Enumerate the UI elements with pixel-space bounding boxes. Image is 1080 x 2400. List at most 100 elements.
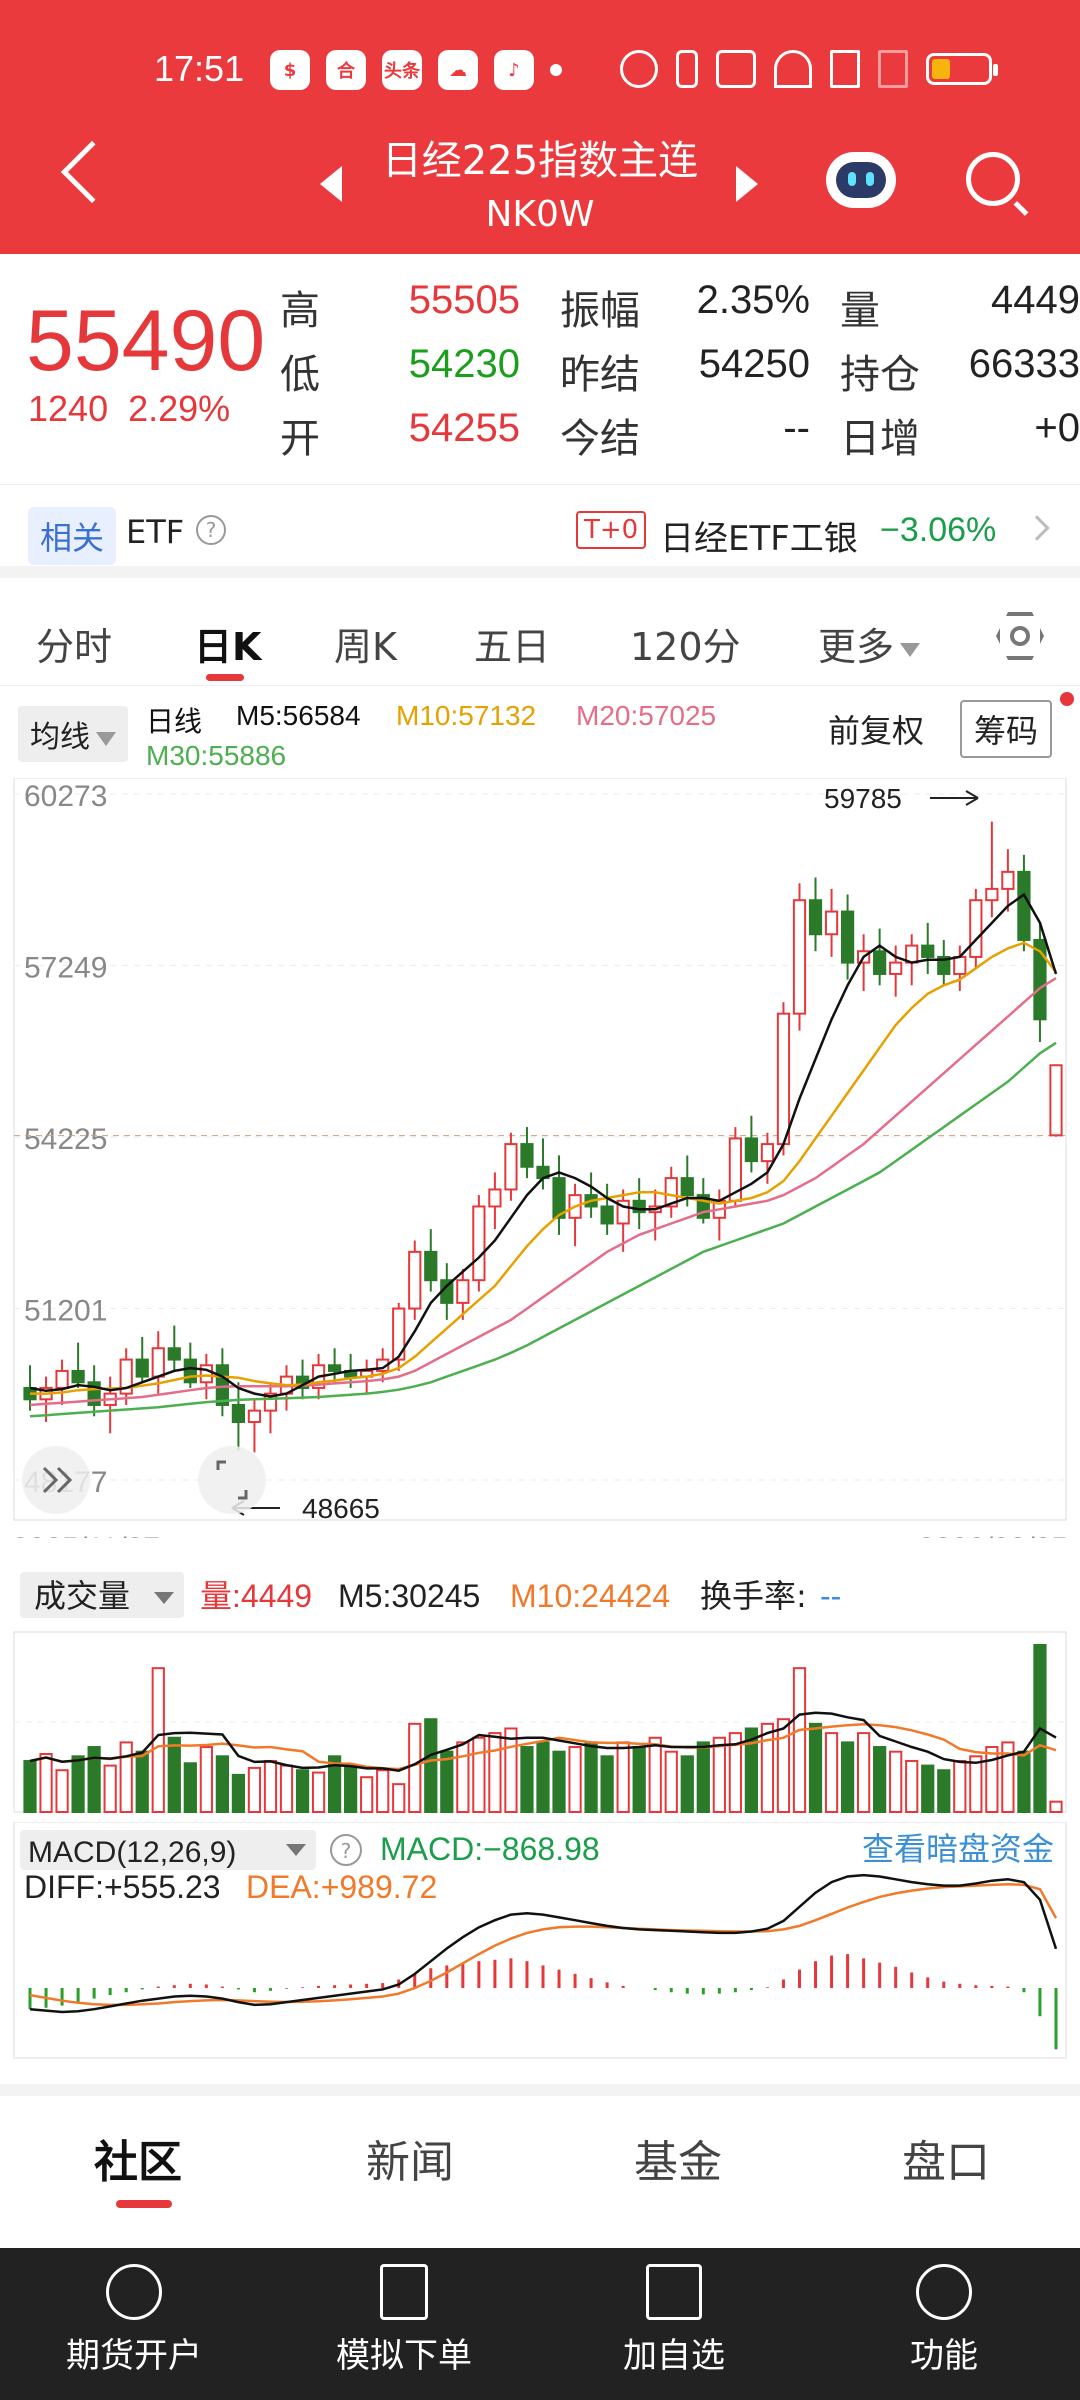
- volume-bar: [616, 1741, 630, 1813]
- tab-news[interactable]: 新闻: [366, 2137, 454, 2188]
- quote-label: 日增: [840, 416, 920, 462]
- volume-bar: [472, 1736, 486, 1813]
- chips-button[interactable]: 筹码: [960, 700, 1053, 758]
- candle: [600, 1205, 614, 1225]
- bluetooth-icon: [676, 50, 698, 88]
- volume-bar: [776, 1718, 791, 1813]
- volume-m5-line: [29, 1711, 1057, 1772]
- tab-120min[interactable]: 120分: [630, 625, 741, 669]
- settings-icon[interactable]: [996, 612, 1044, 660]
- volume-bar: [808, 1722, 823, 1813]
- tab-five-day[interactable]: 五日: [474, 625, 551, 669]
- ma-selector[interactable]: 均线: [18, 706, 128, 762]
- candle: [215, 1364, 229, 1406]
- help-icon: [330, 1834, 362, 1866]
- volume-m5: M5:30245: [338, 1578, 480, 1614]
- quote-value: 54230: [408, 342, 520, 386]
- adjust-mode[interactable]: 前复权: [828, 712, 925, 750]
- bottom-toolbar: 期货开户 模拟下单 加自选 功能: [0, 2248, 1080, 2400]
- m10-value: M10:57132: [396, 700, 537, 731]
- back-icon[interactable]: [60, 140, 124, 204]
- volume-bar: [167, 1736, 181, 1813]
- volume-bar: [520, 1746, 534, 1813]
- help-icon[interactable]: ?: [196, 515, 226, 545]
- tab-orderbook[interactable]: 盘口: [902, 2137, 990, 2188]
- quote-label: 低: [280, 352, 320, 398]
- tab-more-label: 更多: [818, 625, 895, 669]
- search-icon[interactable]: [966, 152, 1020, 206]
- content-tabs: 社区 新闻 基金 盘口: [0, 2084, 1080, 2208]
- volume-bar: [135, 1750, 149, 1813]
- turnover-value: --: [820, 1578, 841, 1614]
- volume-bar: [199, 1746, 213, 1813]
- high-price-label: 59785: [824, 783, 902, 814]
- double-chevron-icon: [42, 1466, 73, 1494]
- functions-button[interactable]: 功能: [844, 2264, 1044, 2377]
- last-price: 55490: [26, 293, 266, 389]
- volume-bar: [600, 1755, 614, 1814]
- chart-frame: [13, 778, 1067, 1521]
- quote-value: 4449: [991, 278, 1080, 322]
- m5-value: M5:56584: [236, 700, 361, 731]
- status-app-icons: $ 合 头条 ☁ ♪: [270, 50, 562, 90]
- turnover-label: 换手率:: [700, 1577, 807, 1615]
- diff-line: [29, 1873, 1058, 2014]
- related-etf-row[interactable]: 相关 ETF ? T+0 日经ETF工银 −3.06%: [0, 484, 1080, 578]
- volume-bar: [311, 1771, 326, 1813]
- candle: [921, 944, 935, 958]
- open-account-button[interactable]: 期货开户: [34, 2264, 234, 2377]
- add-watchlist-button[interactable]: 加自选: [574, 2264, 774, 2377]
- tab-funds[interactable]: 基金: [634, 2137, 722, 2188]
- candle: [760, 1143, 775, 1163]
- signal-2-icon: [878, 50, 908, 88]
- volume-bar: [728, 1732, 742, 1813]
- tab-intraday[interactable]: 分时: [36, 625, 113, 669]
- dea-value: DEA:+989.72: [246, 1869, 437, 1905]
- candle: [263, 1392, 278, 1412]
- plus-icon: [646, 2264, 702, 2320]
- prev-contract-icon[interactable]: [320, 166, 342, 202]
- tab-weekly-k[interactable]: 周K: [334, 625, 397, 669]
- robot-assistant-icon[interactable]: [826, 152, 896, 208]
- candlestick-chart[interactable]: 602735724954225512014817759785486652025/…: [0, 778, 1080, 1538]
- candle: [1017, 870, 1031, 941]
- notification-dot: [1060, 692, 1074, 706]
- menu-icon: [916, 2264, 972, 2320]
- quote-value: 54250: [698, 342, 810, 386]
- change-percent: 2.29%: [128, 388, 231, 429]
- simulated-order-button[interactable]: 模拟下单: [304, 2264, 504, 2377]
- dark-pool-link[interactable]: 查看暗盘资金: [862, 1830, 1054, 1868]
- candle: [119, 1358, 133, 1395]
- quote-value: 2.35%: [696, 278, 810, 322]
- active-tab-indicator: [116, 2200, 172, 2208]
- functions-label: 功能: [910, 2336, 978, 2376]
- quote-label: 今结: [560, 416, 640, 462]
- next-contract-icon[interactable]: [736, 166, 758, 202]
- volume-bar: [344, 1764, 358, 1814]
- volume-bar: [119, 1741, 133, 1813]
- macd-chart[interactable]: MACD(12,26,9)? MACD:−868.98 查看暗盘资金 DIFF:+55…: [0, 1822, 1080, 2062]
- candle: [696, 1194, 710, 1219]
- related-tag: 相关: [28, 507, 117, 565]
- volume-bar: [696, 1741, 710, 1813]
- alarm-icon: [620, 50, 658, 88]
- tab-more[interactable]: 更多: [818, 616, 921, 671]
- volume-chart[interactable]: 成交量 量:4449 M5:30245 M10:24424 换手率: --: [0, 1562, 1080, 1822]
- volume-bar: [488, 1732, 502, 1813]
- candle: [632, 1199, 646, 1214]
- t0-badge: T+0: [576, 511, 647, 549]
- quote-value: --: [783, 406, 810, 450]
- tab-community[interactable]: 社区: [94, 2137, 182, 2188]
- active-tab-indicator: [206, 674, 244, 681]
- top-bar: 17:51 $ 合 头条 ☁ ♪ 日经225指数主连 NK0W: [0, 0, 1080, 254]
- y-tick-label: 54225: [24, 1123, 107, 1156]
- macd-frame: [13, 1822, 1067, 2059]
- candle: [456, 1279, 470, 1304]
- candle: [71, 1369, 85, 1384]
- candle: [969, 899, 983, 958]
- tab-daily-k[interactable]: 日K: [194, 625, 262, 669]
- candle: [937, 955, 951, 975]
- dea-line: [29, 1882, 1058, 2007]
- volume-bar: [905, 1759, 919, 1814]
- signal-icon: [830, 50, 860, 88]
